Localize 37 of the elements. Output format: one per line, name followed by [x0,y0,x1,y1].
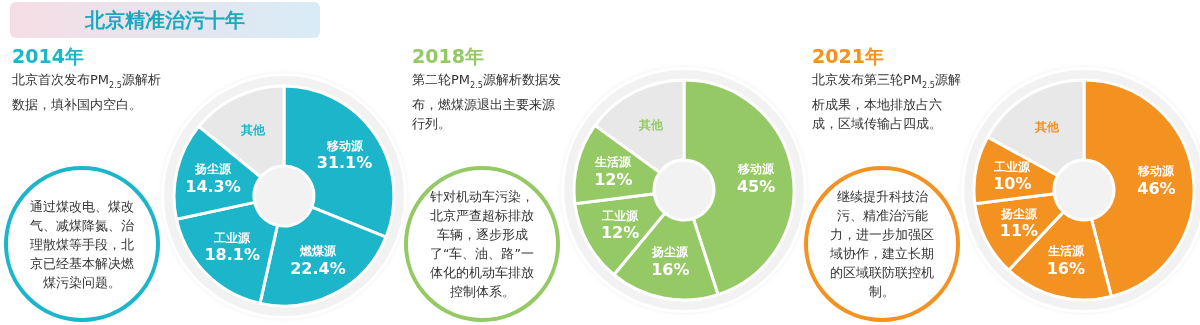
text: 第二轮PM$_{2.5}$源解析数据发布，燃煤源退出主要来源行列。 [412,71,562,133]
data-label: 46% [1137,178,1176,198]
slice-label: 其他 [637,117,664,132]
data-label: 12% [594,169,633,189]
slice-label: 生活源 [594,155,633,170]
data-label: 18.1% [204,245,260,265]
slice-label: 工业源 [601,208,640,223]
data-label: 10% [993,174,1032,194]
data-label: 12% [600,223,640,243]
slice-label: 工业源 [993,159,1032,174]
slice-label: 其他 [239,123,266,138]
slice-label: 燃煤源 [298,244,337,259]
chart-subtitle: 2018年 [412,44,484,69]
data-label: 11% [999,221,1039,241]
text: 北京发布第三轮PM$_{2.5}$源解析成果，本地排放占六成，区域传输占四成。 [812,71,962,133]
slice-label: 扬尘源 [194,162,233,177]
data-label: 16% [651,259,690,279]
slice-label: 工业源 [213,230,252,245]
data-label: 16% [1046,258,1085,278]
data-label: 22.4% [290,258,346,278]
chart-subtitle: 2014年 [12,44,84,69]
text: 通过煤改电、煤改气、减煤降氮、治理散煤等手段，北京已经基本解决燃煤污染问题。 [4,166,160,322]
slice-label: 移动源 [737,162,776,177]
chart-title: 北京精准治污十年 [10,2,320,38]
data-label: 31.1% [316,153,373,173]
slice-label: 生活源 [1046,244,1085,259]
chart-subtitle: 2021年 [812,44,884,69]
slice-label: 其他 [1033,120,1060,135]
text: 北京首次发布PM$_{2.5}$源解析数据，填补国内空白。 [12,71,162,114]
data-label: 45% [736,176,776,196]
data-label: 14.3% [185,176,241,196]
slice-label: 移动源 [1137,164,1176,179]
slice-label: 扬尘源 [651,245,690,260]
slice-label: 扬尘源 [999,206,1038,221]
text: 针对机动车污染，北京严查超标排放车辆，逐步形成了“车、油、路”一体化的机动车排放控制体系。 [404,166,560,322]
slice-label: 移动源 [325,138,364,153]
text: 继续提升科技治污、精准治污能力，进一步加强区域协作，建立长期的区域联防联控机制。 [804,166,960,322]
